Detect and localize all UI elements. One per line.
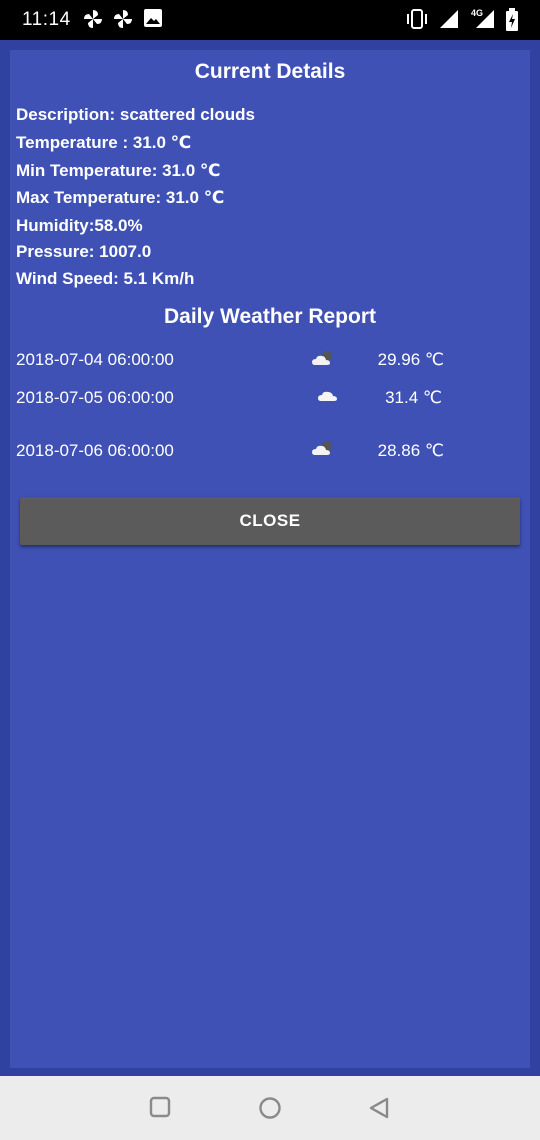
- max-temperature-text: Max Temperature: 31.0 ℃: [16, 188, 225, 207]
- fan-icon: [84, 10, 102, 28]
- forecast-temp: 31.4 ℃: [385, 388, 442, 407]
- pressure-text: Pressure: 1007.0: [16, 242, 152, 261]
- signal-icon: [440, 10, 458, 28]
- close-button[interactable]: CLOSE: [20, 497, 520, 545]
- battery-charging-icon: [506, 8, 518, 31]
- vibrate-icon: [407, 9, 427, 29]
- navigation-bar: [0, 1076, 540, 1140]
- min-temperature-text: Min Temperature: 31.0 ℃: [16, 161, 221, 180]
- forecast-temp: 29.96 ℃: [377, 350, 444, 369]
- forecast-date: 2018-07-04 06:00:00: [16, 350, 174, 369]
- fan-icon: [114, 10, 132, 28]
- signal-4g-icon: [476, 10, 494, 28]
- home-circle-icon[interactable]: [258, 1096, 282, 1120]
- current-details-title: Current Details: [194, 60, 346, 83]
- humidity-text: Humidity:58.0%: [16, 216, 143, 235]
- partly-cloudy-icon: [312, 441, 332, 455]
- wind-speed-text: Wind Speed: 5.1 Km/h: [16, 269, 195, 288]
- partly-cloudy-icon: [312, 351, 332, 365]
- weather-details-panel: Current Details Description: scattered c…: [10, 50, 530, 1068]
- back-triangle-icon[interactable]: [368, 1096, 390, 1120]
- forecast-temp: 28.86 ℃: [377, 441, 444, 460]
- image-icon: [144, 9, 162, 27]
- temperature-text: Temperature : 31.0 ℃: [16, 133, 192, 152]
- forecast-date: 2018-07-06 06:00:00: [16, 441, 174, 460]
- forecast-date: 2018-07-05 06:00:00: [16, 388, 174, 407]
- status-bar: 11:14 4G: [0, 0, 540, 40]
- recents-square-icon[interactable]: [149, 1096, 171, 1118]
- status-time: 11:14: [22, 9, 71, 30]
- daily-report-title: Daily Weather Report: [164, 305, 376, 328]
- network-type-label: 4G: [471, 8, 484, 18]
- description-text: Description: scattered clouds: [16, 105, 256, 124]
- cloud-icon: [318, 391, 337, 401]
